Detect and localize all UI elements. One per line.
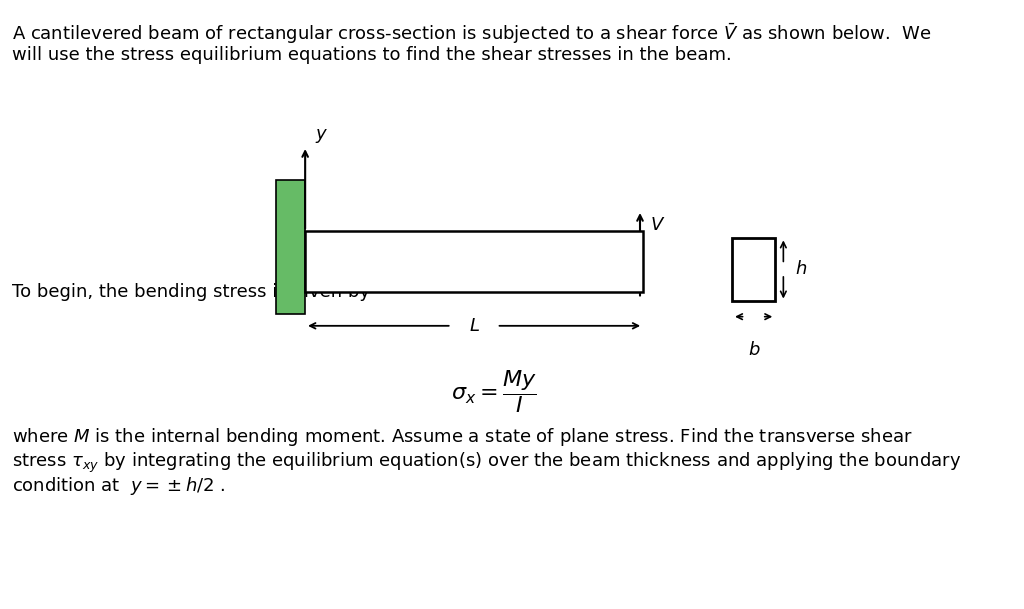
Bar — [276, 180, 305, 314]
Text: L: L — [469, 317, 479, 335]
Text: where $M$ is the internal bending moment. Assume a state of plane stress. Find t: where $M$ is the internal bending moment… — [12, 426, 913, 448]
Text: y: y — [315, 125, 326, 143]
Text: x: x — [406, 253, 416, 271]
Text: A cantilevered beam of rectangular cross-section is subjected to a shear force $: A cantilevered beam of rectangular cross… — [12, 21, 932, 46]
Text: To begin, the bending stress is given by: To begin, the bending stress is given by — [12, 283, 371, 301]
Text: V: V — [650, 216, 663, 234]
Text: condition at  $y = \pm h/2$ .: condition at $y = \pm h/2$ . — [12, 475, 225, 497]
Text: stress $\tau_{xy}$ by integrating the equilibrium equation(s) over the beam thic: stress $\tau_{xy}$ by integrating the eq… — [12, 451, 962, 475]
Text: h: h — [796, 260, 807, 278]
Text: $\sigma_x = \dfrac{My}{I}$: $\sigma_x = \dfrac{My}{I}$ — [451, 368, 537, 415]
Text: b: b — [748, 341, 760, 359]
Bar — [305, 231, 643, 292]
Text: will use the stress equilibrium equations to find the shear stresses in the beam: will use the stress equilibrium equation… — [12, 46, 732, 64]
Bar — [732, 238, 775, 301]
